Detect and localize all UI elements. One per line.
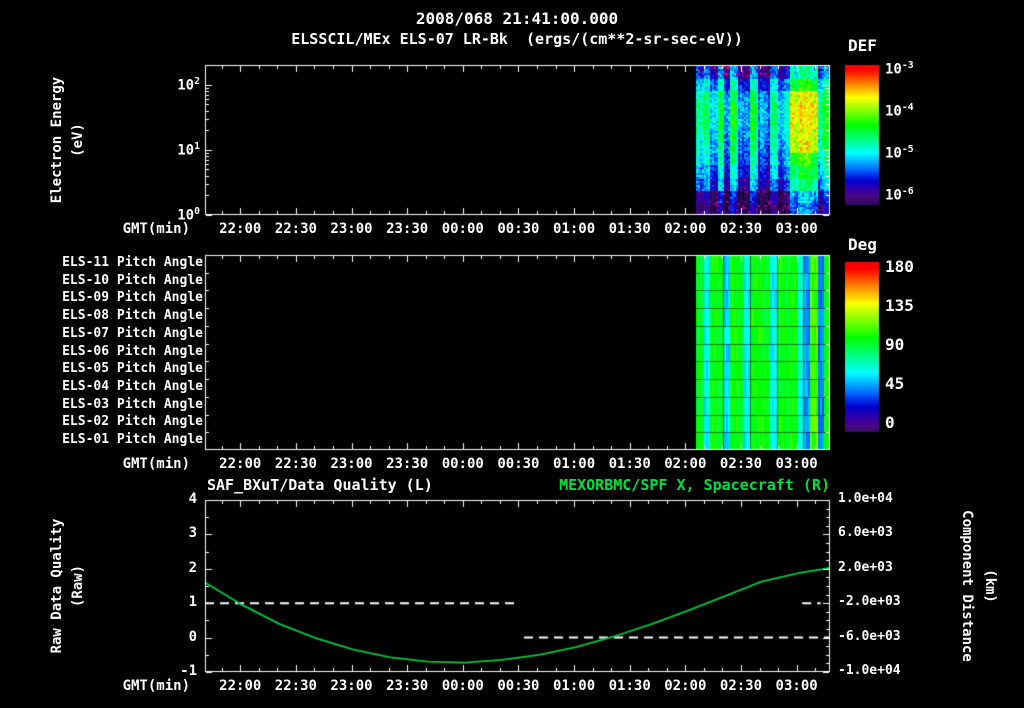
- x-tick-label: 03:00: [775, 678, 818, 694]
- deg-colorbar-tick-label: 45: [885, 374, 905, 394]
- pitch-row-label: ELS-09 Pitch Angle: [62, 290, 203, 306]
- plot-subtitle: ELSSCIL/MEx ELS-07 LR-Bk (ergs/(cm**2-sr…: [291, 30, 743, 48]
- bottom-right-tick-label: 2.0e+03: [838, 559, 893, 575]
- gmt-axis-label-bottom: GMT(min): [122, 678, 190, 694]
- x-tick-label: 01:30: [608, 678, 651, 694]
- def-colorbar-tick-label: 10-4: [885, 101, 914, 120]
- pitch-row-label: ELS-08 Pitch Angle: [62, 308, 203, 324]
- x-tick-label: 22:00: [219, 678, 262, 694]
- spectrogram-y-axis-unit: (eV): [69, 123, 86, 157]
- bottom-left-tick-label: 3: [188, 525, 197, 542]
- spectrogram-y-tick-label: 101: [177, 140, 200, 159]
- x-tick-label: 01:00: [552, 456, 596, 472]
- pitch-row-label: ELS-06 Pitch Angle: [62, 343, 203, 359]
- x-tick-label: 02:00: [664, 221, 707, 237]
- bottom-left-tick-label: 1: [188, 594, 197, 611]
- x-tick-label: 22:30: [274, 678, 317, 694]
- x-tick-label: 02:00: [664, 456, 707, 472]
- spectrogram-y-axis-label: Electron Energy: [48, 76, 65, 204]
- x-tick-label: 01:00: [552, 678, 596, 694]
- x-tick-label: 02:30: [719, 678, 763, 694]
- spectrogram-y-tick-label: 100: [177, 206, 200, 224]
- bottom-right-y-axis-label: Component Distance: [959, 510, 976, 662]
- bottom-right-tick-label: -2.0e+03: [838, 594, 901, 610]
- def-colorbar-tick-label: 10-5: [885, 143, 914, 162]
- pitch-row-label: ELS-05 Pitch Angle: [62, 361, 203, 377]
- x-tick-label: 23:30: [386, 221, 429, 237]
- deg-colorbar-tick-label: 180: [885, 257, 914, 277]
- def-colorbar-tick-label: 10-3: [885, 60, 914, 78]
- x-tick-label: 23:30: [386, 456, 429, 472]
- pitch-row-label: ELS-04 Pitch Angle: [62, 378, 203, 394]
- def-colorbar-tick-label: 10-6: [885, 185, 914, 204]
- pitch-row-label: ELS-01 Pitch Angle: [62, 432, 203, 448]
- bottom-right-tick-label: 6.0e+03: [838, 525, 893, 541]
- x-tick-label: 03:00: [775, 221, 818, 237]
- x-tick-label: 01:30: [608, 456, 651, 472]
- bottom-left-tick-label: -1: [180, 663, 197, 679]
- x-tick-label: 00:00: [441, 221, 484, 237]
- bottom-left-tick-label: 0: [188, 628, 197, 645]
- deg-colorbar-tick-label: 0: [885, 413, 895, 433]
- x-tick-label: 23:00: [330, 456, 373, 472]
- spectrogram-y-tick-label: 102: [177, 75, 200, 94]
- pitch-row-label: ELS-02 Pitch Angle: [62, 414, 203, 430]
- pitch-row-label: ELS-10 Pitch Angle: [62, 272, 203, 288]
- x-tick-label: 00:00: [441, 678, 484, 694]
- x-tick-label: 00:30: [497, 456, 540, 472]
- x-tick-label: 00:30: [497, 221, 540, 237]
- x-tick-label: 00:30: [497, 678, 540, 694]
- x-tick-label: 01:00: [552, 221, 596, 237]
- deg-colorbar-tick-label: 90: [885, 335, 905, 355]
- bottom-left-y-axis-unit: (Raw): [69, 564, 86, 608]
- x-tick-label: 03:00: [775, 456, 818, 472]
- x-tick-label: 22:30: [274, 221, 317, 237]
- gmt-axis-label-spectrogram: GMT(min): [122, 221, 190, 237]
- x-tick-label: 02:00: [664, 678, 707, 694]
- def-colorbar-title: DEF: [848, 36, 877, 55]
- plot-timestamp-title: 2008/068 21:41:00.000: [415, 9, 619, 28]
- x-tick-label: 22:00: [219, 221, 262, 237]
- x-tick-label: 23:00: [330, 678, 373, 694]
- pitch-row-label: ELS-03 Pitch Angle: [62, 396, 203, 412]
- bottom-left-y-axis-label: Raw Data Quality: [48, 518, 65, 654]
- bottom-right-tick-label: -1.0e+04: [838, 663, 901, 678]
- pitch-row-label: ELS-07 Pitch Angle: [62, 325, 203, 341]
- x-tick-label: 02:30: [719, 221, 763, 237]
- bottom-left-tick-label: 2: [188, 559, 197, 576]
- x-tick-label: 23:00: [330, 221, 373, 237]
- gmt-axis-label-pitch: GMT(min): [122, 456, 190, 472]
- pitch-row-label: ELS-11 Pitch Angle: [62, 254, 203, 270]
- bottom-left-tick-label: 4: [188, 491, 197, 507]
- x-tick-label: 00:00: [441, 456, 484, 472]
- bottom-right-y-axis-unit: (km): [982, 569, 999, 603]
- x-tick-label: 01:30: [608, 221, 651, 237]
- bottom-right-series-title: MEXORBMC/SPF X, Spacecraft (R): [559, 476, 830, 494]
- deg-colorbar-tick-label: 135: [885, 296, 914, 316]
- x-tick-label: 22:00: [219, 456, 262, 472]
- x-tick-label: 23:30: [386, 678, 429, 694]
- bottom-right-tick-label: 1.0e+04: [838, 491, 893, 506]
- bottom-left-series-title: SAF_BXuT/Data Quality (L): [207, 476, 433, 494]
- deg-colorbar-title: Deg: [848, 235, 877, 254]
- x-tick-label: 02:30: [719, 456, 763, 472]
- bottom-right-tick-label: -6.0e+03: [838, 628, 901, 644]
- x-tick-label: 22:30: [274, 456, 317, 472]
